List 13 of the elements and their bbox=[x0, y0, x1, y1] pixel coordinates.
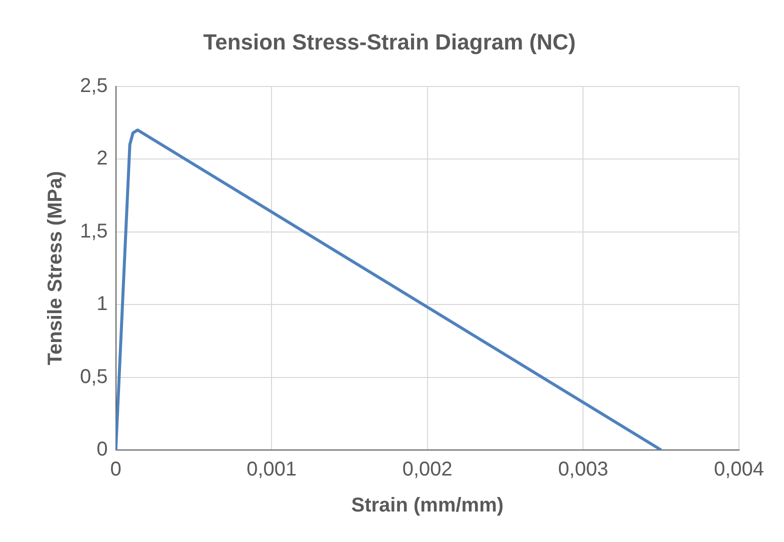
y-tick-label: 1 bbox=[96, 293, 108, 316]
x-tick-label: 0,001 bbox=[246, 458, 297, 481]
y-tick-label: 2 bbox=[96, 148, 108, 170]
y-tick-label: 2,5 bbox=[80, 74, 108, 97]
chart-title: Tension Stress-Strain Diagram (NC) bbox=[203, 29, 576, 54]
y-tick-label: 1,5 bbox=[80, 220, 108, 242]
x-axis-title: Strain (mm/mm) bbox=[351, 494, 504, 517]
y-tick-label: 0,5 bbox=[80, 366, 108, 388]
y-axis-title: Tensile Stress (MPa) bbox=[44, 171, 67, 366]
y-tick-label: 0 bbox=[96, 438, 108, 461]
x-tick-label: 0,002 bbox=[402, 458, 452, 481]
x-tick-label: 0,003 bbox=[558, 458, 608, 481]
x-tick-label: 0,004 bbox=[714, 458, 764, 481]
